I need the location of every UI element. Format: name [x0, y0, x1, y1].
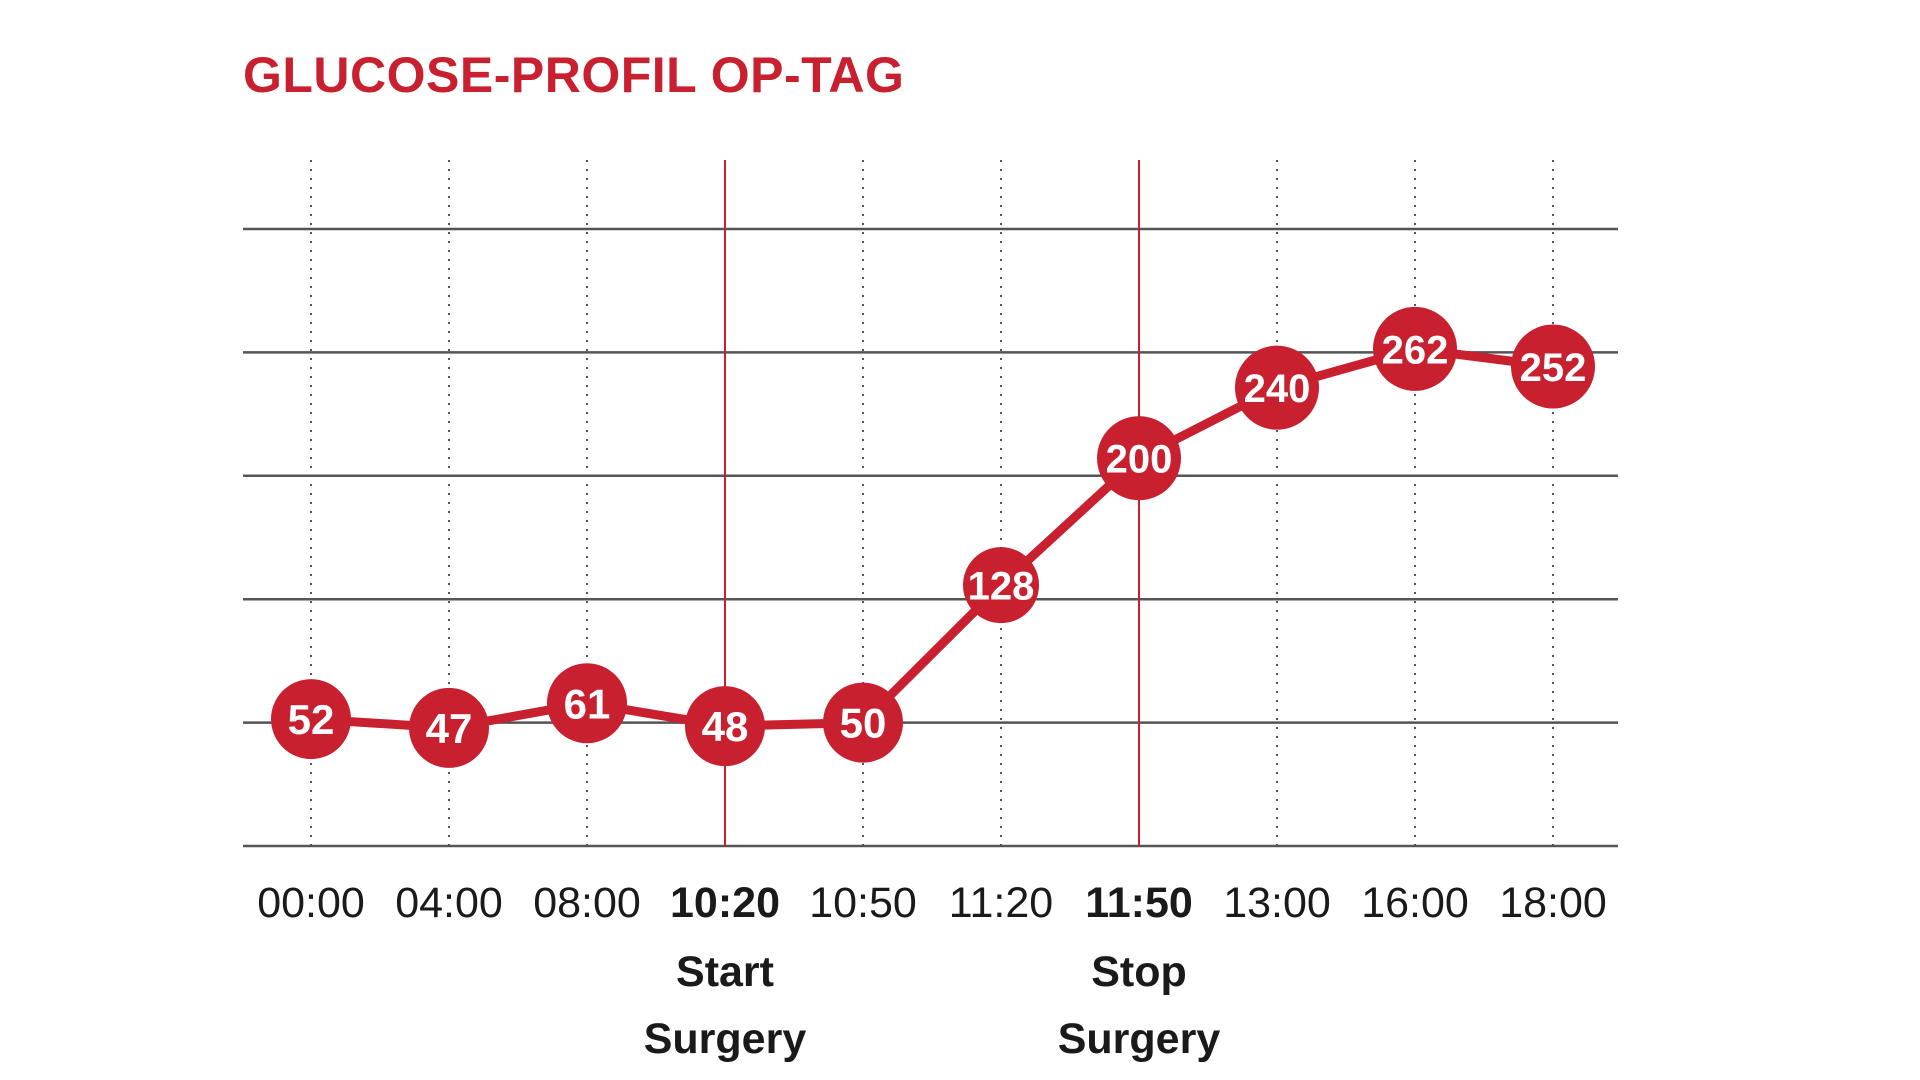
data-point [963, 547, 1039, 624]
event-label: Surgery [1058, 1015, 1221, 1063]
data-label: 50 [840, 700, 887, 747]
x-axis-tick-labels: 00:00 04:00 08:00 10:20 10:50 11:20 11:50 13:00… [257, 879, 1607, 927]
data-point [1235, 345, 1319, 430]
data-label: 128 [968, 564, 1035, 608]
data-point [409, 687, 489, 768]
x-tick-label: 11:50 [1085, 879, 1193, 927]
event-label: Start [676, 948, 774, 996]
data-label: 240 [1244, 367, 1311, 411]
x-tick-label: 10:20 [670, 879, 780, 927]
x-tick-label: 13:00 [1223, 879, 1331, 927]
data-point [1373, 306, 1457, 391]
event-label: Stop [1091, 948, 1187, 996]
vertical-gridlines [310, 160, 1554, 846]
x-tick-label: 11:20 [949, 879, 1053, 927]
data-label: 200 [1106, 438, 1173, 482]
data-label: 61 [564, 680, 611, 727]
x-tick-label: 04:00 [395, 879, 503, 927]
chart-title: GLUCOSE-PROFIL OP-TAG [243, 47, 905, 103]
event-markers [724, 160, 1140, 846]
data-point [1097, 416, 1181, 501]
x-tick-label: 08:00 [533, 879, 641, 927]
x-tick-label: 00:00 [257, 879, 365, 927]
series-line-path [306, 344, 1558, 733]
x-tick-label: 18:00 [1499, 879, 1607, 927]
data-label: 262 [1382, 328, 1449, 372]
horizontal-gridlines [243, 227, 1618, 848]
data-point [685, 686, 765, 767]
data-point [271, 679, 351, 760]
event-label: Surgery [644, 1015, 807, 1063]
data-label: 252 [1520, 346, 1587, 390]
series-line [306, 344, 1558, 733]
data-label: 48 [702, 703, 749, 750]
data-label: 52 [288, 696, 335, 743]
data-point [1511, 324, 1595, 409]
x-tick-label: 10:50 [809, 879, 917, 927]
data-point [547, 663, 627, 744]
data-label: 47 [426, 705, 473, 752]
x-tick-label: 16:00 [1361, 879, 1469, 927]
data-point [823, 682, 903, 763]
event-labels: Start Surgery Stop Surgery [644, 948, 1221, 1063]
data-points: 52 47 61 48 50 128 200 240 262 252 [271, 306, 1595, 768]
